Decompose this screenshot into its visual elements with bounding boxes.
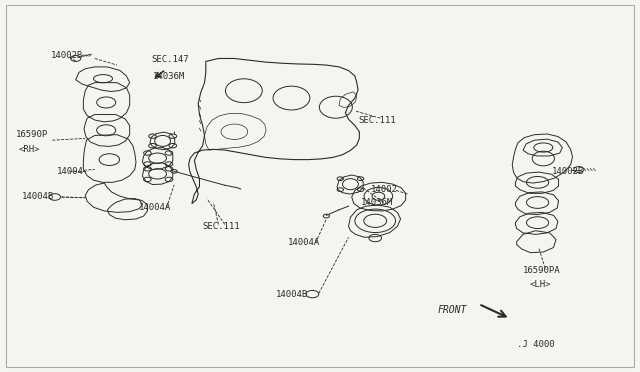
Text: 14002B: 14002B — [552, 167, 584, 176]
Text: 14004A: 14004A — [139, 203, 172, 212]
Text: 14036M: 14036M — [153, 71, 186, 81]
Text: FRONT: FRONT — [437, 305, 467, 315]
Text: .J 4000: .J 4000 — [516, 340, 554, 349]
Text: 14002B: 14002B — [51, 51, 83, 60]
Text: <RH>: <RH> — [19, 145, 40, 154]
Text: 14036M: 14036M — [361, 198, 394, 207]
Text: SEC.111: SEC.111 — [358, 116, 396, 125]
Text: <LH>: <LH> — [529, 280, 551, 289]
Text: 16590PA: 16590PA — [523, 266, 561, 275]
Text: 14002: 14002 — [371, 185, 397, 194]
Text: 14004: 14004 — [57, 167, 84, 176]
Text: 14004A: 14004A — [288, 238, 321, 247]
Text: 16590P: 16590P — [15, 130, 48, 139]
Text: 14004B: 14004B — [22, 192, 54, 202]
Text: 14004B: 14004B — [276, 289, 308, 299]
Text: SEC.111: SEC.111 — [203, 222, 240, 231]
Text: SEC.147: SEC.147 — [152, 55, 189, 64]
